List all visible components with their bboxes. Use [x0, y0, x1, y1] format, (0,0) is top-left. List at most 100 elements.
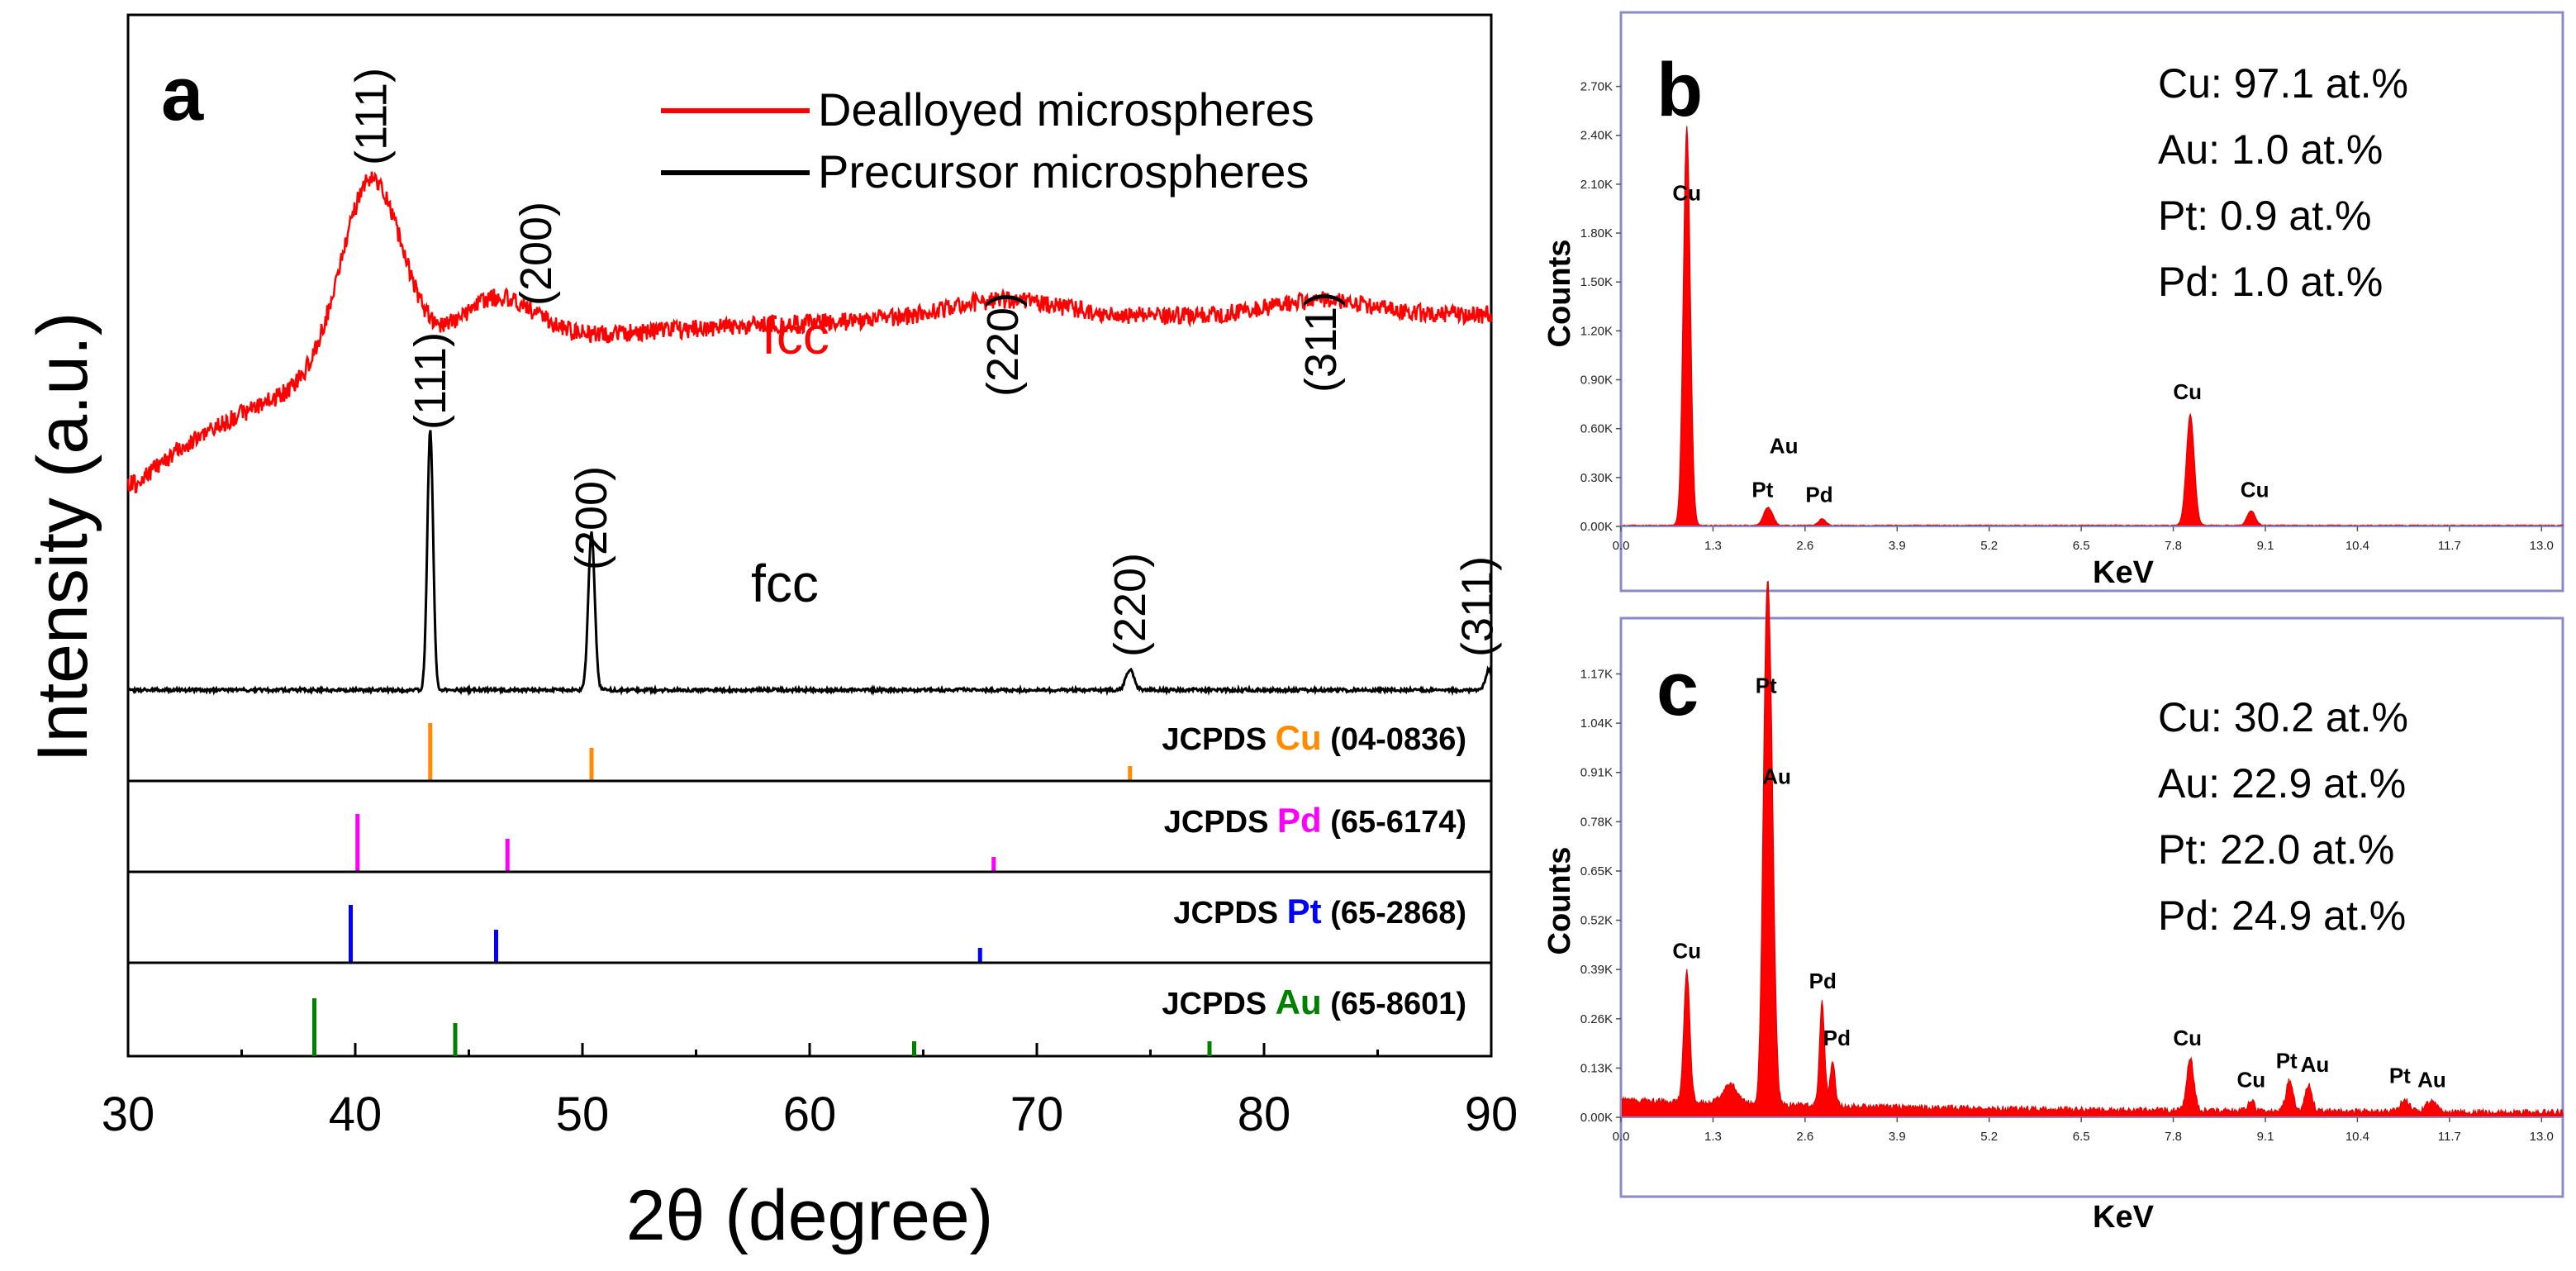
reference-prefix: JCPDS: [1164, 805, 1277, 840]
c-composition-line: Pt: 22.0 at.%: [2158, 826, 2394, 873]
c-x-tick-label: 11.7: [2438, 1130, 2461, 1144]
xrd-legend: Dealloyed microspheres Precursor microsph…: [661, 83, 1314, 198]
c-x-tick-label: 2.6: [1796, 1130, 1813, 1144]
precursor-hkl-label: (311): [1452, 556, 1502, 657]
dealloyed-hkl-label: (200): [511, 202, 561, 306]
c-y-tick-label: 0.78K: [1580, 815, 1613, 829]
eds-b-axes: 0.0 1.3 2.6 3.9 5.2 6.5 7.8 9.1 10.4 11.7 13.0 0.00…: [1580, 54, 2563, 553]
dealloyed-pattern: [126, 171, 1493, 494]
c-y-tick-label: 1.04K: [1580, 716, 1613, 731]
eds-b-y-axis-label: Counts: [1542, 240, 1577, 348]
c-x-tick-label: 3.9: [1889, 1130, 1906, 1144]
reference-prefix: JCPDS: [1173, 896, 1286, 931]
precursor-structure-label: fcc: [751, 554, 819, 613]
c-peak-label: Au: [2301, 1052, 2330, 1077]
b-y-tick-label: 0.90K: [1580, 374, 1613, 388]
xrd-x-tick-label: 50: [556, 1088, 610, 1141]
panel-letter-c: c: [1656, 647, 1699, 731]
reference-patterns: JCPDS Cu (04-0836)JCPDS Pd (65-6174)JCPD…: [128, 718, 1491, 1056]
c-peak-label: Pt: [1756, 673, 1777, 697]
c-x-tick-label: 13.0: [2530, 1130, 2554, 1144]
c-y-tick-label: 0.13K: [1580, 1061, 1613, 1075]
b-y-tick-label: 2.10K: [1580, 178, 1613, 192]
precursor-pattern: [127, 430, 1493, 697]
b-x-tick-label: 10.4: [2345, 539, 2369, 553]
xrd-x-tick-label: 60: [783, 1088, 837, 1141]
eds-c-y-axis-label: Counts: [1542, 847, 1577, 955]
b-y-tick-label: 1.20K: [1580, 324, 1613, 338]
b-x-tick-label: 3.9: [1889, 539, 1906, 553]
dealloyed-structure-label: fcc: [762, 306, 829, 365]
c-y-tick-label: 0.52K: [1580, 914, 1613, 928]
reference-code: (65-2868): [1322, 896, 1466, 931]
dealloyed-hkl-label: (311): [1296, 292, 1346, 393]
c-x-tick-label: 1.3: [1704, 1130, 1722, 1144]
xrd-y-axis-label: Intensity (a.u.): [23, 312, 102, 763]
b-y-tick-label: 2.40K: [1580, 129, 1613, 143]
c-composition-line: Au: 22.9 at.%: [2158, 760, 2406, 807]
xrd-x-tick-label: 70: [1010, 1088, 1064, 1141]
b-peak-label: Pt: [1751, 478, 1773, 502]
eds-b-frame: [1619, 11, 2564, 593]
b-composition-line: Au: 1.0 at.%: [2158, 126, 2383, 173]
c-y-tick-label: 0.39K: [1580, 963, 1613, 977]
eds-c-spectrum: [1620, 580, 2564, 1118]
reference-label: JCPDS Pt (65-2868): [1173, 892, 1466, 931]
eds-b-x-axis-label: KeV: [2093, 555, 2155, 590]
reference-label: JCPDS Cu (04-0836): [1162, 718, 1466, 757]
dealloyed-hkl-label: (111): [346, 68, 396, 165]
legend-label: Precursor microspheres: [818, 145, 1309, 198]
panel-letter-a: a: [161, 52, 204, 136]
reference-element: Au: [1276, 983, 1322, 1021]
b-peak-label: Cu: [1672, 181, 1701, 206]
b-peak-label: Cu: [2173, 379, 2202, 404]
c-peak-label: Cu: [2237, 1067, 2266, 1092]
b-x-tick-label: 0.0: [1613, 539, 1630, 553]
b-y-tick-label: 1.80K: [1580, 226, 1613, 240]
precursor-hkl-label: (200): [567, 466, 616, 570]
b-x-tick-label: 11.7: [2438, 539, 2461, 553]
eds-b-composition: Cu: 97.1 at.% Au: 1.0 at.% Pt: 0.9 at.% Pd:…: [2158, 60, 2408, 305]
b-peak-label: Au: [1770, 433, 1799, 458]
eds-c-composition: Cu: 30.2 at.% Au: 22.9 at.% Pt: 22.0 at.% P…: [2158, 694, 2408, 939]
eds-b-peak-labels: Cu Au Pt Pd Cu Cu: [1672, 181, 2269, 507]
reference-prefix: JCPDS: [1162, 722, 1275, 757]
xrd-peak-labels: fcc fcc (111) (200) (220) (311) (111) (200) (220…: [346, 68, 1502, 657]
c-x-tick-label: 7.8: [2165, 1130, 2182, 1144]
b-y-tick-label: 2.70K: [1580, 80, 1613, 94]
xrd-x-tick-label: 90: [1465, 1088, 1519, 1141]
c-x-tick-label: 6.5: [2073, 1130, 2090, 1144]
c-peak-label: Pt: [2276, 1048, 2298, 1073]
reference-label: JCPDS Au (65-8601): [1162, 983, 1466, 1021]
b-composition-line: Pt: 0.9 at.%: [2158, 193, 2371, 239]
reference-element: Pt: [1287, 892, 1322, 931]
eds-panel-b: b Counts KeV 0.0 1.3 2.6 3.9 5.2 6.5 7.8 9.1 10.…: [1542, 11, 2564, 593]
precursor-hkl-label: (111): [406, 332, 455, 430]
reference-label: JCPDS Pd (65-6174): [1164, 801, 1466, 840]
c-y-tick-label: 0.00K: [1580, 1111, 1613, 1125]
b-y-tick-label: 0.00K: [1580, 520, 1613, 534]
xrd-ticks: 30 40 50 60 70 80 90: [102, 1043, 1519, 1141]
b-x-tick-label: 5.2: [1980, 539, 1998, 553]
c-spectrum-area: [1620, 580, 2564, 1118]
b-y-tick-label: 1.50K: [1580, 275, 1613, 289]
c-composition-line: Pd: 24.9 at.%: [2158, 893, 2406, 939]
c-x-tick-label: 0.0: [1613, 1130, 1630, 1144]
eds-panel-c: c Counts KeV 0.0 1.3 2.6 3.9 5.2 6.5 7.8 9.1 10.…: [1542, 580, 2564, 1235]
c-peak-label: Pt: [2389, 1064, 2411, 1088]
b-x-tick-label: 9.1: [2257, 539, 2274, 553]
b-spectrum-area: [1620, 126, 2564, 527]
reference-prefix: JCPDS: [1162, 987, 1275, 1021]
b-y-tick-label: 0.30K: [1580, 471, 1613, 485]
reference-code: (04-0836): [1322, 722, 1466, 757]
c-peak-label: Au: [1762, 764, 1791, 788]
xrd-panel: a Intensity (a.u.) 2θ (degree) 30 40 50 60 7…: [23, 13, 1519, 1255]
b-composition-line: Pd: 1.0 at.%: [2158, 259, 2383, 305]
eds-c-axes: 0.0 1.3 2.6 3.9 5.2 6.5 7.8 9.1 10.4 11.7 13.0 0.00…: [1580, 643, 2563, 1144]
b-x-tick-label: 6.5: [2073, 539, 2090, 553]
c-y-tick-label: 0.26K: [1580, 1012, 1613, 1026]
b-composition-line: Cu: 97.1 at.%: [2158, 60, 2408, 107]
c-peak-label: Pd: [1809, 969, 1837, 993]
xrd-x-tick-label: 80: [1238, 1088, 1291, 1141]
